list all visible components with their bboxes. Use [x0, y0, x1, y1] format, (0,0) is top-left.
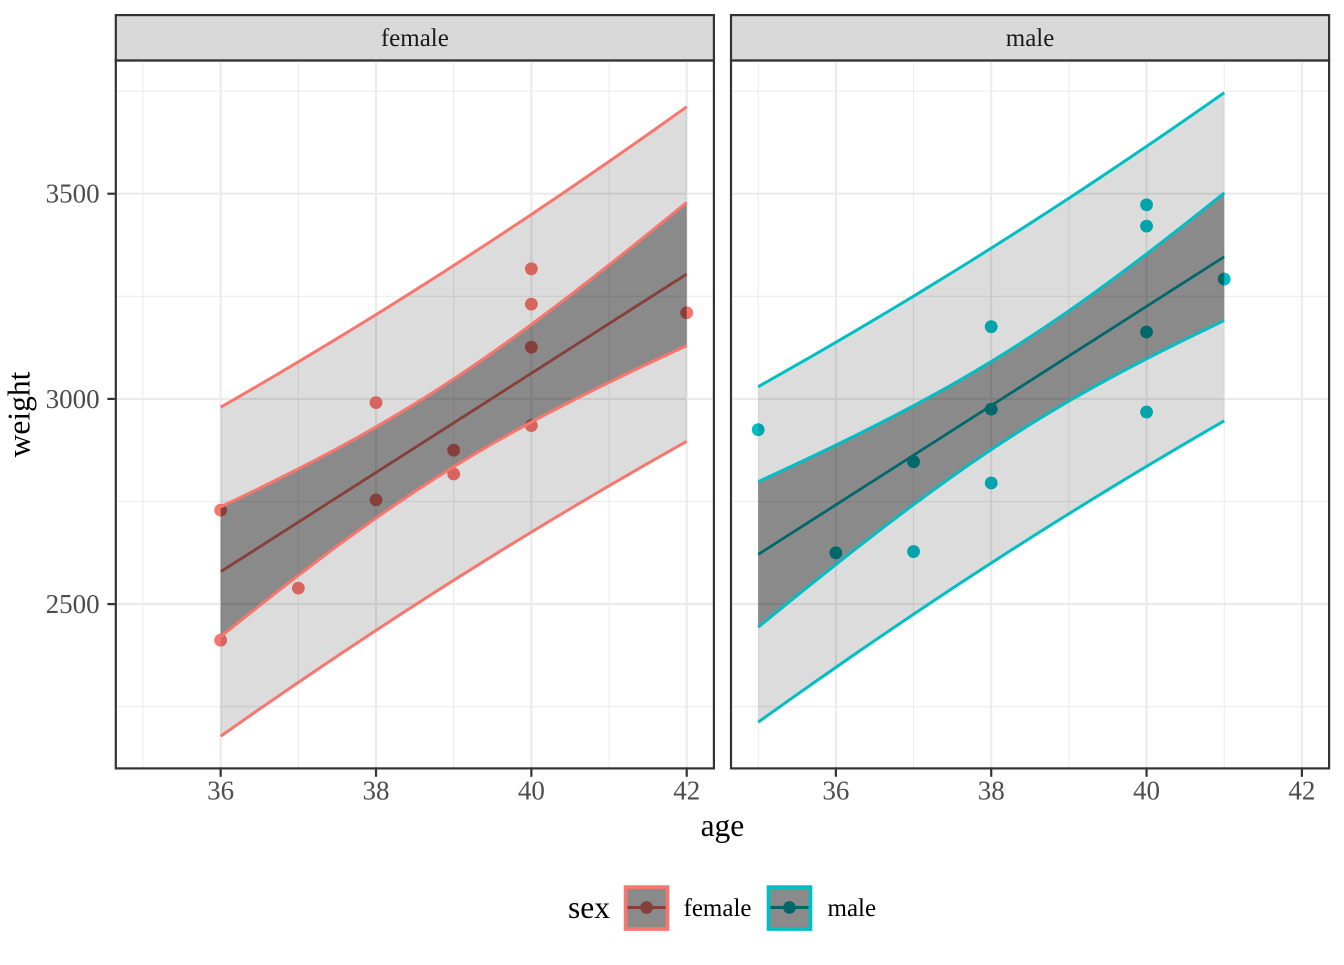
svg-text:36: 36 [822, 776, 849, 806]
svg-text:age: age [701, 808, 745, 843]
svg-text:38: 38 [363, 776, 390, 806]
svg-text:female: female [684, 895, 752, 922]
svg-text:sex: sex [568, 890, 610, 925]
svg-text:40: 40 [518, 776, 545, 806]
svg-text:male: male [1006, 25, 1055, 52]
svg-text:3500: 3500 [46, 179, 100, 209]
svg-text:weight: weight [2, 371, 37, 457]
svg-text:38: 38 [978, 776, 1005, 806]
svg-text:female: female [381, 25, 449, 52]
svg-text:42: 42 [673, 776, 700, 806]
svg-text:2500: 2500 [46, 589, 100, 619]
svg-text:40: 40 [1133, 776, 1160, 806]
svg-text:3000: 3000 [46, 384, 100, 414]
svg-text:male: male [828, 895, 877, 922]
svg-text:36: 36 [207, 776, 234, 806]
svg-text:42: 42 [1288, 776, 1315, 806]
